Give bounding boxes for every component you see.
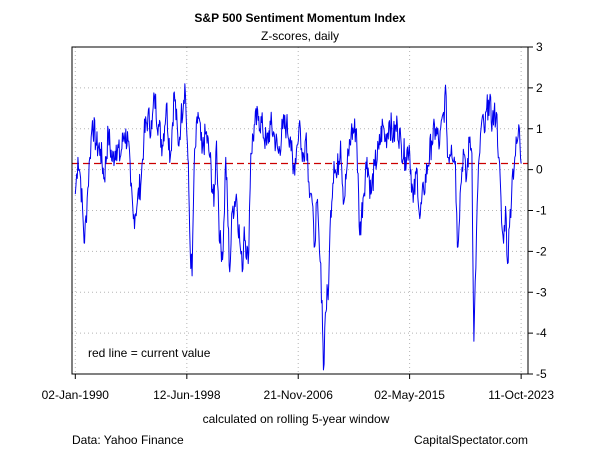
y-tick-label: 1 bbox=[536, 122, 543, 136]
data-source: Data: Yahoo Finance bbox=[72, 433, 184, 447]
brand-credit: CapitalSpectator.com bbox=[414, 433, 528, 447]
current-value-note: red line = current value bbox=[88, 346, 211, 360]
series-group bbox=[74, 83, 522, 371]
y-tick-label: -4 bbox=[536, 326, 547, 340]
chart-title: S&P 500 Sentiment Momentum Index bbox=[194, 11, 405, 25]
x-tick-label: 12-Jun-1998 bbox=[153, 388, 221, 402]
y-axis: 3 2 1 0 -1 -2 -3 -4 -5 bbox=[528, 40, 547, 381]
x-tick-label: 11-Oct-2023 bbox=[488, 388, 554, 402]
y-tick-label: 3 bbox=[536, 40, 543, 54]
y-tick-label: -1 bbox=[536, 204, 547, 218]
x-axis-label: calculated on rolling 5-year window bbox=[203, 412, 390, 426]
x-tick-label: 21-Nov-2006 bbox=[264, 388, 334, 402]
y-tick-label: -3 bbox=[536, 285, 547, 299]
x-tick-label: 02-May-2015 bbox=[374, 388, 445, 402]
chart-subtitle: Z-scores, daily bbox=[261, 29, 339, 43]
y-tick-label: 0 bbox=[536, 163, 543, 177]
y-tick-label: -5 bbox=[536, 367, 547, 381]
y-tick-label: 2 bbox=[536, 81, 543, 95]
x-tick-label: 02-Jan-1990 bbox=[42, 388, 110, 402]
grid bbox=[72, 47, 528, 374]
series-line-zscore bbox=[74, 83, 522, 371]
y-tick-label: -2 bbox=[536, 244, 547, 258]
x-axis: 02-Jan-1990 12-Jun-1998 21-Nov-2006 02-May-… bbox=[42, 374, 554, 402]
